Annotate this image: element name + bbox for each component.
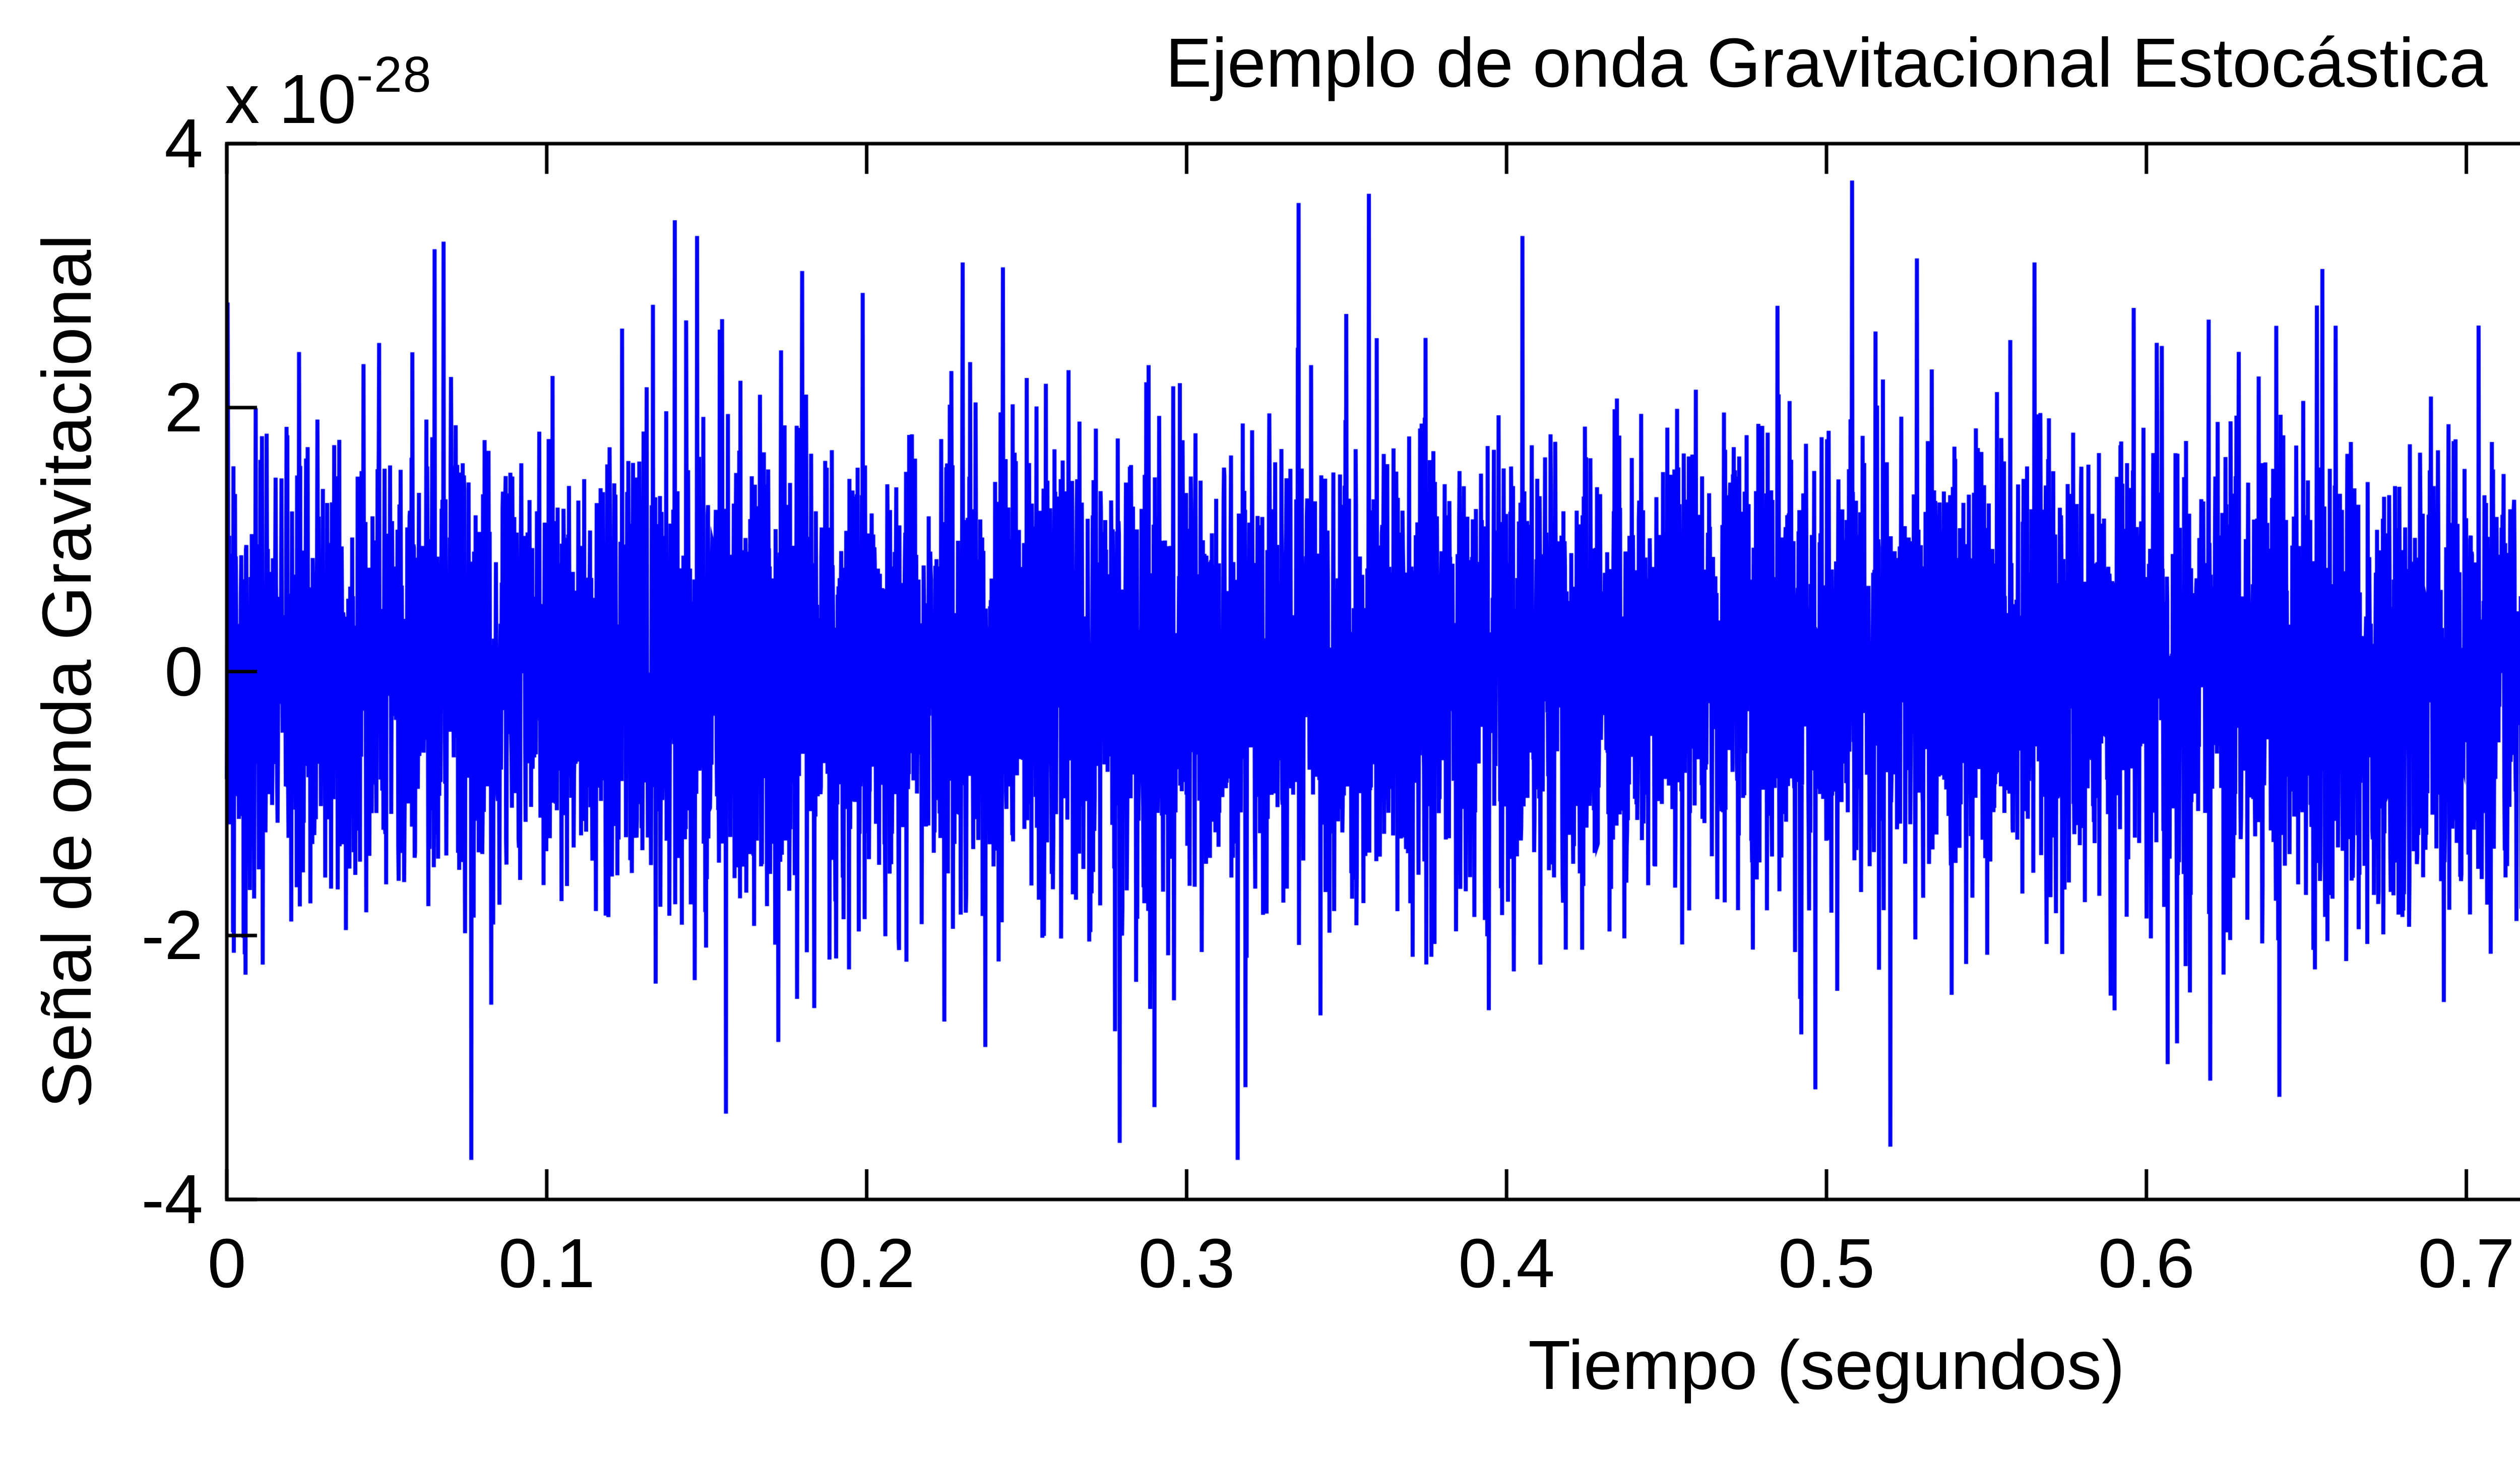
y-tick-label: 2 <box>164 368 203 447</box>
y-tick-label: -2 <box>141 897 203 975</box>
chart-title: Ejemplo de onda Gravitacional Estocástic… <box>1165 24 2488 102</box>
y-tick-label: 0 <box>164 632 203 711</box>
offset-exponent: -28 <box>356 46 432 103</box>
x-tick-label: 0 <box>207 1225 246 1302</box>
x-tick-label: 0.6 <box>2098 1225 2195 1302</box>
x-tick-label: 0.4 <box>1458 1225 1555 1302</box>
y-axis-offset-label: x 10-28 <box>225 49 432 134</box>
offset-base: x 10 <box>225 60 356 138</box>
x-tick-label: 0.3 <box>1138 1225 1235 1302</box>
x-tick-label: 0.1 <box>498 1225 595 1302</box>
x-tick-label: 0.5 <box>1778 1225 1875 1302</box>
y-tick-label: -4 <box>141 1161 203 1238</box>
y-tick-label: 4 <box>164 105 203 182</box>
x-tick-label: 0.7 <box>2418 1225 2515 1302</box>
x-tick-label: 0.2 <box>818 1225 915 1302</box>
x-axis-label: Tiempo (segundos) <box>1528 1326 2125 1404</box>
